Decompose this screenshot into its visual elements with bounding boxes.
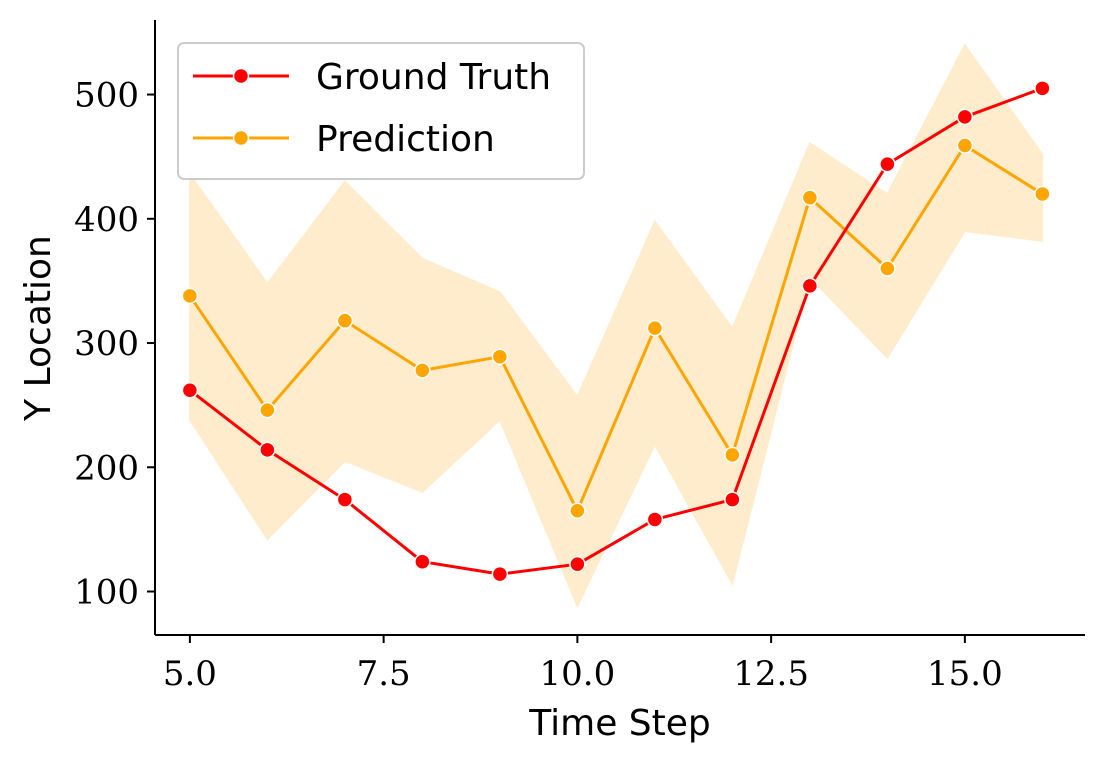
prediction-point xyxy=(569,502,586,520)
ground-truth-point xyxy=(259,441,276,459)
prediction-point xyxy=(801,189,819,206)
prediction-point xyxy=(879,260,896,277)
prediction-uncertainty-band xyxy=(189,43,1044,609)
axes xyxy=(154,20,1085,636)
x-tick-label: 7.5 xyxy=(357,654,411,694)
y-axis-label: Y Location xyxy=(18,235,59,422)
ground-truth-point xyxy=(646,511,664,528)
y-tick-label: 400 xyxy=(74,200,139,240)
ground-truth-point xyxy=(879,155,896,173)
legend: Ground Truth Prediction xyxy=(177,42,585,180)
prediction-line xyxy=(188,143,1044,513)
prediction-point xyxy=(414,362,431,379)
prediction-point xyxy=(1034,185,1051,203)
legend-prediction-marker xyxy=(232,129,250,147)
ground-truth-point xyxy=(336,491,354,508)
series-lines-layer xyxy=(188,86,1044,576)
ground-truth-point xyxy=(491,565,509,583)
ground-truth-line xyxy=(188,86,1043,576)
ground-truth-point xyxy=(1034,80,1051,97)
x-axis-label: Time Step xyxy=(528,703,711,744)
y-tick-label: 100 xyxy=(74,573,139,613)
legend-prediction-label: Prediction xyxy=(316,119,495,160)
prediction-point xyxy=(259,401,276,419)
prediction-point xyxy=(181,287,199,305)
legend-ground-truth-label: Ground Truth xyxy=(316,57,551,98)
x-tick-label: 10.0 xyxy=(540,654,616,694)
prediction-point xyxy=(724,446,741,464)
prediction-uncertainty-band-layer xyxy=(189,43,1044,609)
prediction-point xyxy=(646,319,664,337)
y-tick-label: 500 xyxy=(74,76,139,116)
prediction-point xyxy=(336,312,354,329)
x-ticks: 5.0 7.5 10.0 12.5 15.0 xyxy=(163,635,1003,694)
series-markers-layer xyxy=(181,80,1051,583)
legend-ground-truth-marker xyxy=(232,67,250,85)
ground-truth-point xyxy=(801,277,819,295)
ground-truth-point xyxy=(956,108,974,126)
y-tick-label: 200 xyxy=(74,448,139,488)
ground-truth-point xyxy=(181,381,199,399)
ground-truth-point xyxy=(414,553,431,570)
x-tick-label: 15.0 xyxy=(927,654,1003,694)
y-tick-label: 300 xyxy=(74,324,139,364)
ground-truth-point xyxy=(569,555,586,573)
y-ticks: 100 200 300 400 500 xyxy=(74,76,155,613)
x-tick-label: 12.5 xyxy=(733,654,809,694)
ground-truth-point xyxy=(724,491,741,508)
prediction-point xyxy=(491,348,509,365)
x-tick-label: 5.0 xyxy=(163,654,217,694)
prediction-point xyxy=(956,137,974,154)
